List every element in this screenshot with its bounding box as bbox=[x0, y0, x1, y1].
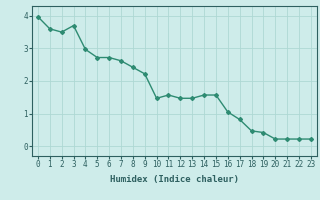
X-axis label: Humidex (Indice chaleur): Humidex (Indice chaleur) bbox=[110, 175, 239, 184]
